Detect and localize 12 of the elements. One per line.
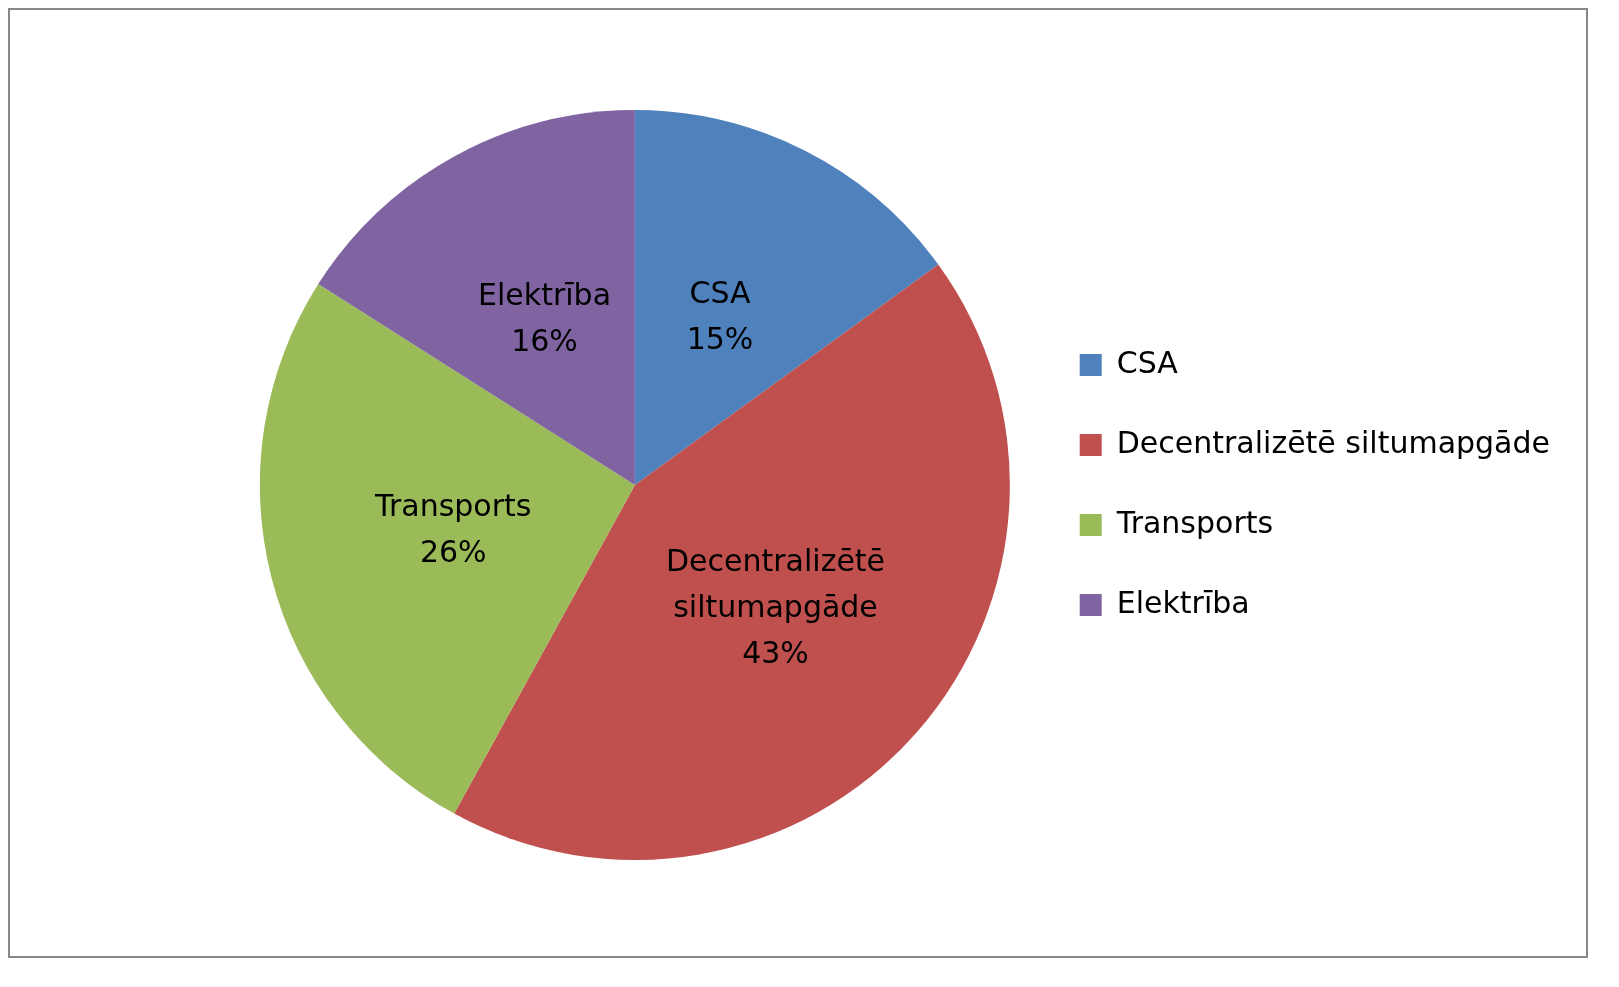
legend-label: Elektrība: [1116, 584, 1250, 620]
slice-label: CSA: [689, 274, 751, 310]
data-label: 43%: [742, 634, 809, 670]
legend-label: CSA: [1116, 344, 1179, 380]
legend-label: Decentralizētē siltumapgāde: [1116, 424, 1551, 460]
slice-label: Transports: [374, 488, 532, 524]
data-label: 16%: [511, 323, 578, 359]
slice-label: Decentralizētē siltumapgāde: [665, 542, 886, 624]
slice-label: Elektrība: [478, 277, 612, 313]
legend-label: Transports: [1115, 504, 1274, 540]
data-label: 26%: [419, 534, 487, 570]
data-label: 15%: [686, 320, 754, 356]
